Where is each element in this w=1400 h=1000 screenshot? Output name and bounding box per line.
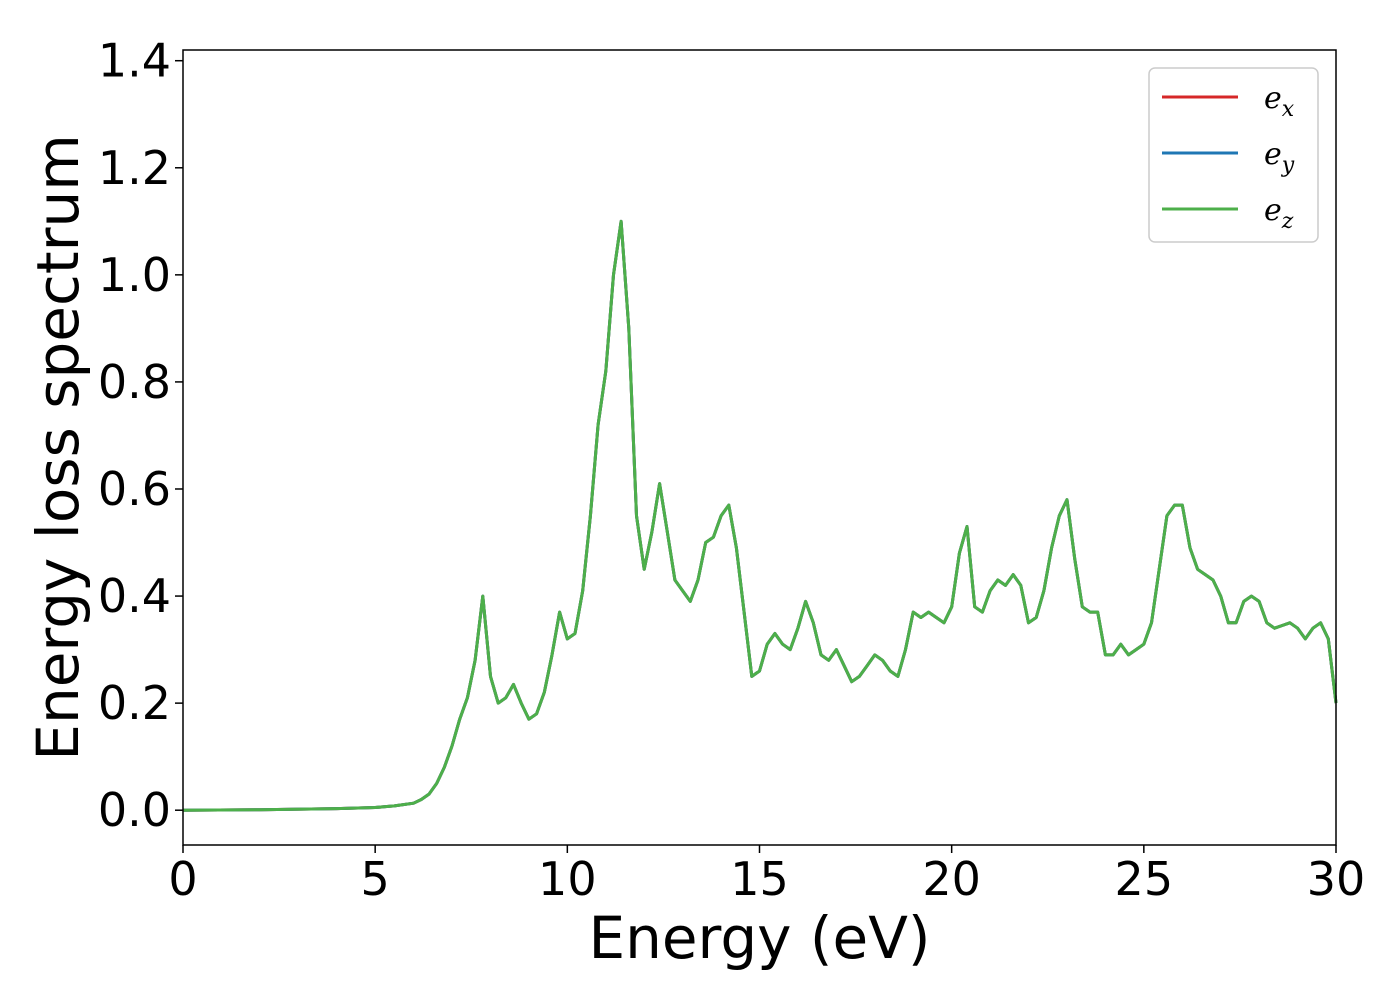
y-tick-label: 0.6: [98, 462, 171, 516]
legend-entry: ex: [1264, 81, 1295, 122]
series-layer: [182, 219, 1338, 812]
y-tick-label: 1.2: [98, 141, 171, 195]
x-tick-label: 10: [538, 852, 597, 906]
x-axis-label: Energy (eV): [588, 904, 930, 972]
y-tick-label: 0.4: [98, 569, 171, 623]
x-tick-label: 0: [168, 852, 197, 906]
y-tick-label: 1.4: [98, 34, 171, 88]
legend-entry: ey: [1264, 137, 1295, 178]
legend-entry: ez: [1264, 193, 1294, 234]
legend-label: e: [1264, 137, 1282, 172]
x-tick-label: 25: [1115, 852, 1174, 906]
x-tick-label: 5: [361, 852, 390, 906]
legend-subscript: y: [1281, 153, 1295, 178]
legend-subscript: z: [1281, 209, 1294, 234]
legend-subscript: x: [1282, 97, 1295, 122]
legend-box: [1148, 67, 1319, 243]
y-axis: 0.0 0.2 0.4 0.6 0.8 1.0 1.2 1.4: [98, 34, 183, 837]
x-axis: 0 5 10 15 20 25 30: [168, 845, 1365, 906]
y-axis-label: Energy loss spectrum: [24, 134, 92, 760]
legend-label: e: [1264, 81, 1282, 116]
series-line-ez: [182, 219, 1338, 812]
y-tick-label: 0.0: [98, 783, 171, 837]
x-tick-label: 20: [922, 852, 981, 906]
y-tick-label: 0.8: [98, 355, 171, 409]
x-tick-label: 30: [1307, 852, 1366, 906]
legend-label: e: [1264, 193, 1282, 228]
y-tick-label: 0.2: [98, 676, 171, 730]
x-tick-label: 15: [730, 852, 789, 906]
y-tick-label: 1.0: [98, 248, 171, 302]
